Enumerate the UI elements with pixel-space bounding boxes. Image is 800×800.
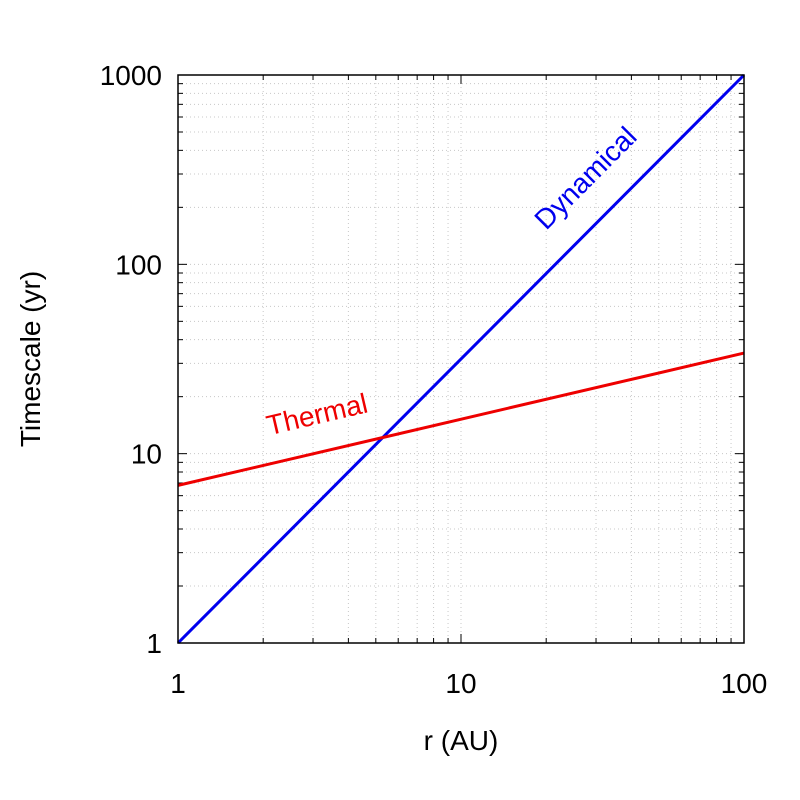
y-tick-label: 1000 xyxy=(100,60,162,91)
y-axis-title: Timescale (yr) xyxy=(15,271,46,447)
x-axis-title: r (AU) xyxy=(424,725,499,756)
thermal-line xyxy=(177,351,745,487)
tick-labels: 1 10 100 1 10 100 1000 xyxy=(100,60,768,699)
y-tick-label: 10 xyxy=(131,439,162,470)
x-tick-label: 10 xyxy=(445,668,476,699)
y-tick-label: 1 xyxy=(146,628,162,659)
plot-frame xyxy=(177,74,745,644)
dynamical-line xyxy=(176,73,746,645)
axis-ticks xyxy=(177,74,745,644)
y-tick-label: 100 xyxy=(115,249,162,280)
x-tick-label: 100 xyxy=(721,668,768,699)
x-tick-label: 1 xyxy=(170,668,186,699)
